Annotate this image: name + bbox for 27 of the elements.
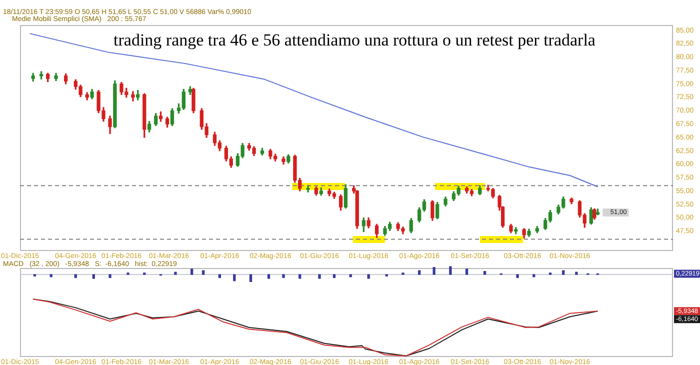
bar	[483, 271, 486, 275]
bar	[174, 272, 177, 275]
bar	[298, 274, 302, 279]
bar	[418, 270, 421, 275]
bar	[562, 270, 565, 275]
bar	[575, 272, 578, 275]
bar	[332, 274, 336, 278]
bar	[367, 274, 370, 279]
bar	[233, 274, 236, 282]
bar	[108, 274, 112, 278]
bar	[92, 274, 95, 279]
bar	[74, 274, 77, 278]
bar	[465, 268, 468, 275]
bar	[267, 274, 270, 279]
bar	[432, 267, 436, 275]
bar	[202, 270, 205, 275]
bar	[190, 268, 194, 275]
bar	[449, 266, 452, 275]
bar	[282, 274, 285, 278]
bar	[50, 274, 52, 278]
bar	[318, 274, 321, 279]
bar	[349, 274, 352, 278]
bar	[249, 274, 252, 282]
chart-title: trading range tra 46 e 56 attendiamo una rottura o un retest per tradarla	[114, 30, 596, 50]
bar	[532, 274, 536, 278]
bar	[218, 274, 221, 278]
bar	[516, 274, 519, 278]
